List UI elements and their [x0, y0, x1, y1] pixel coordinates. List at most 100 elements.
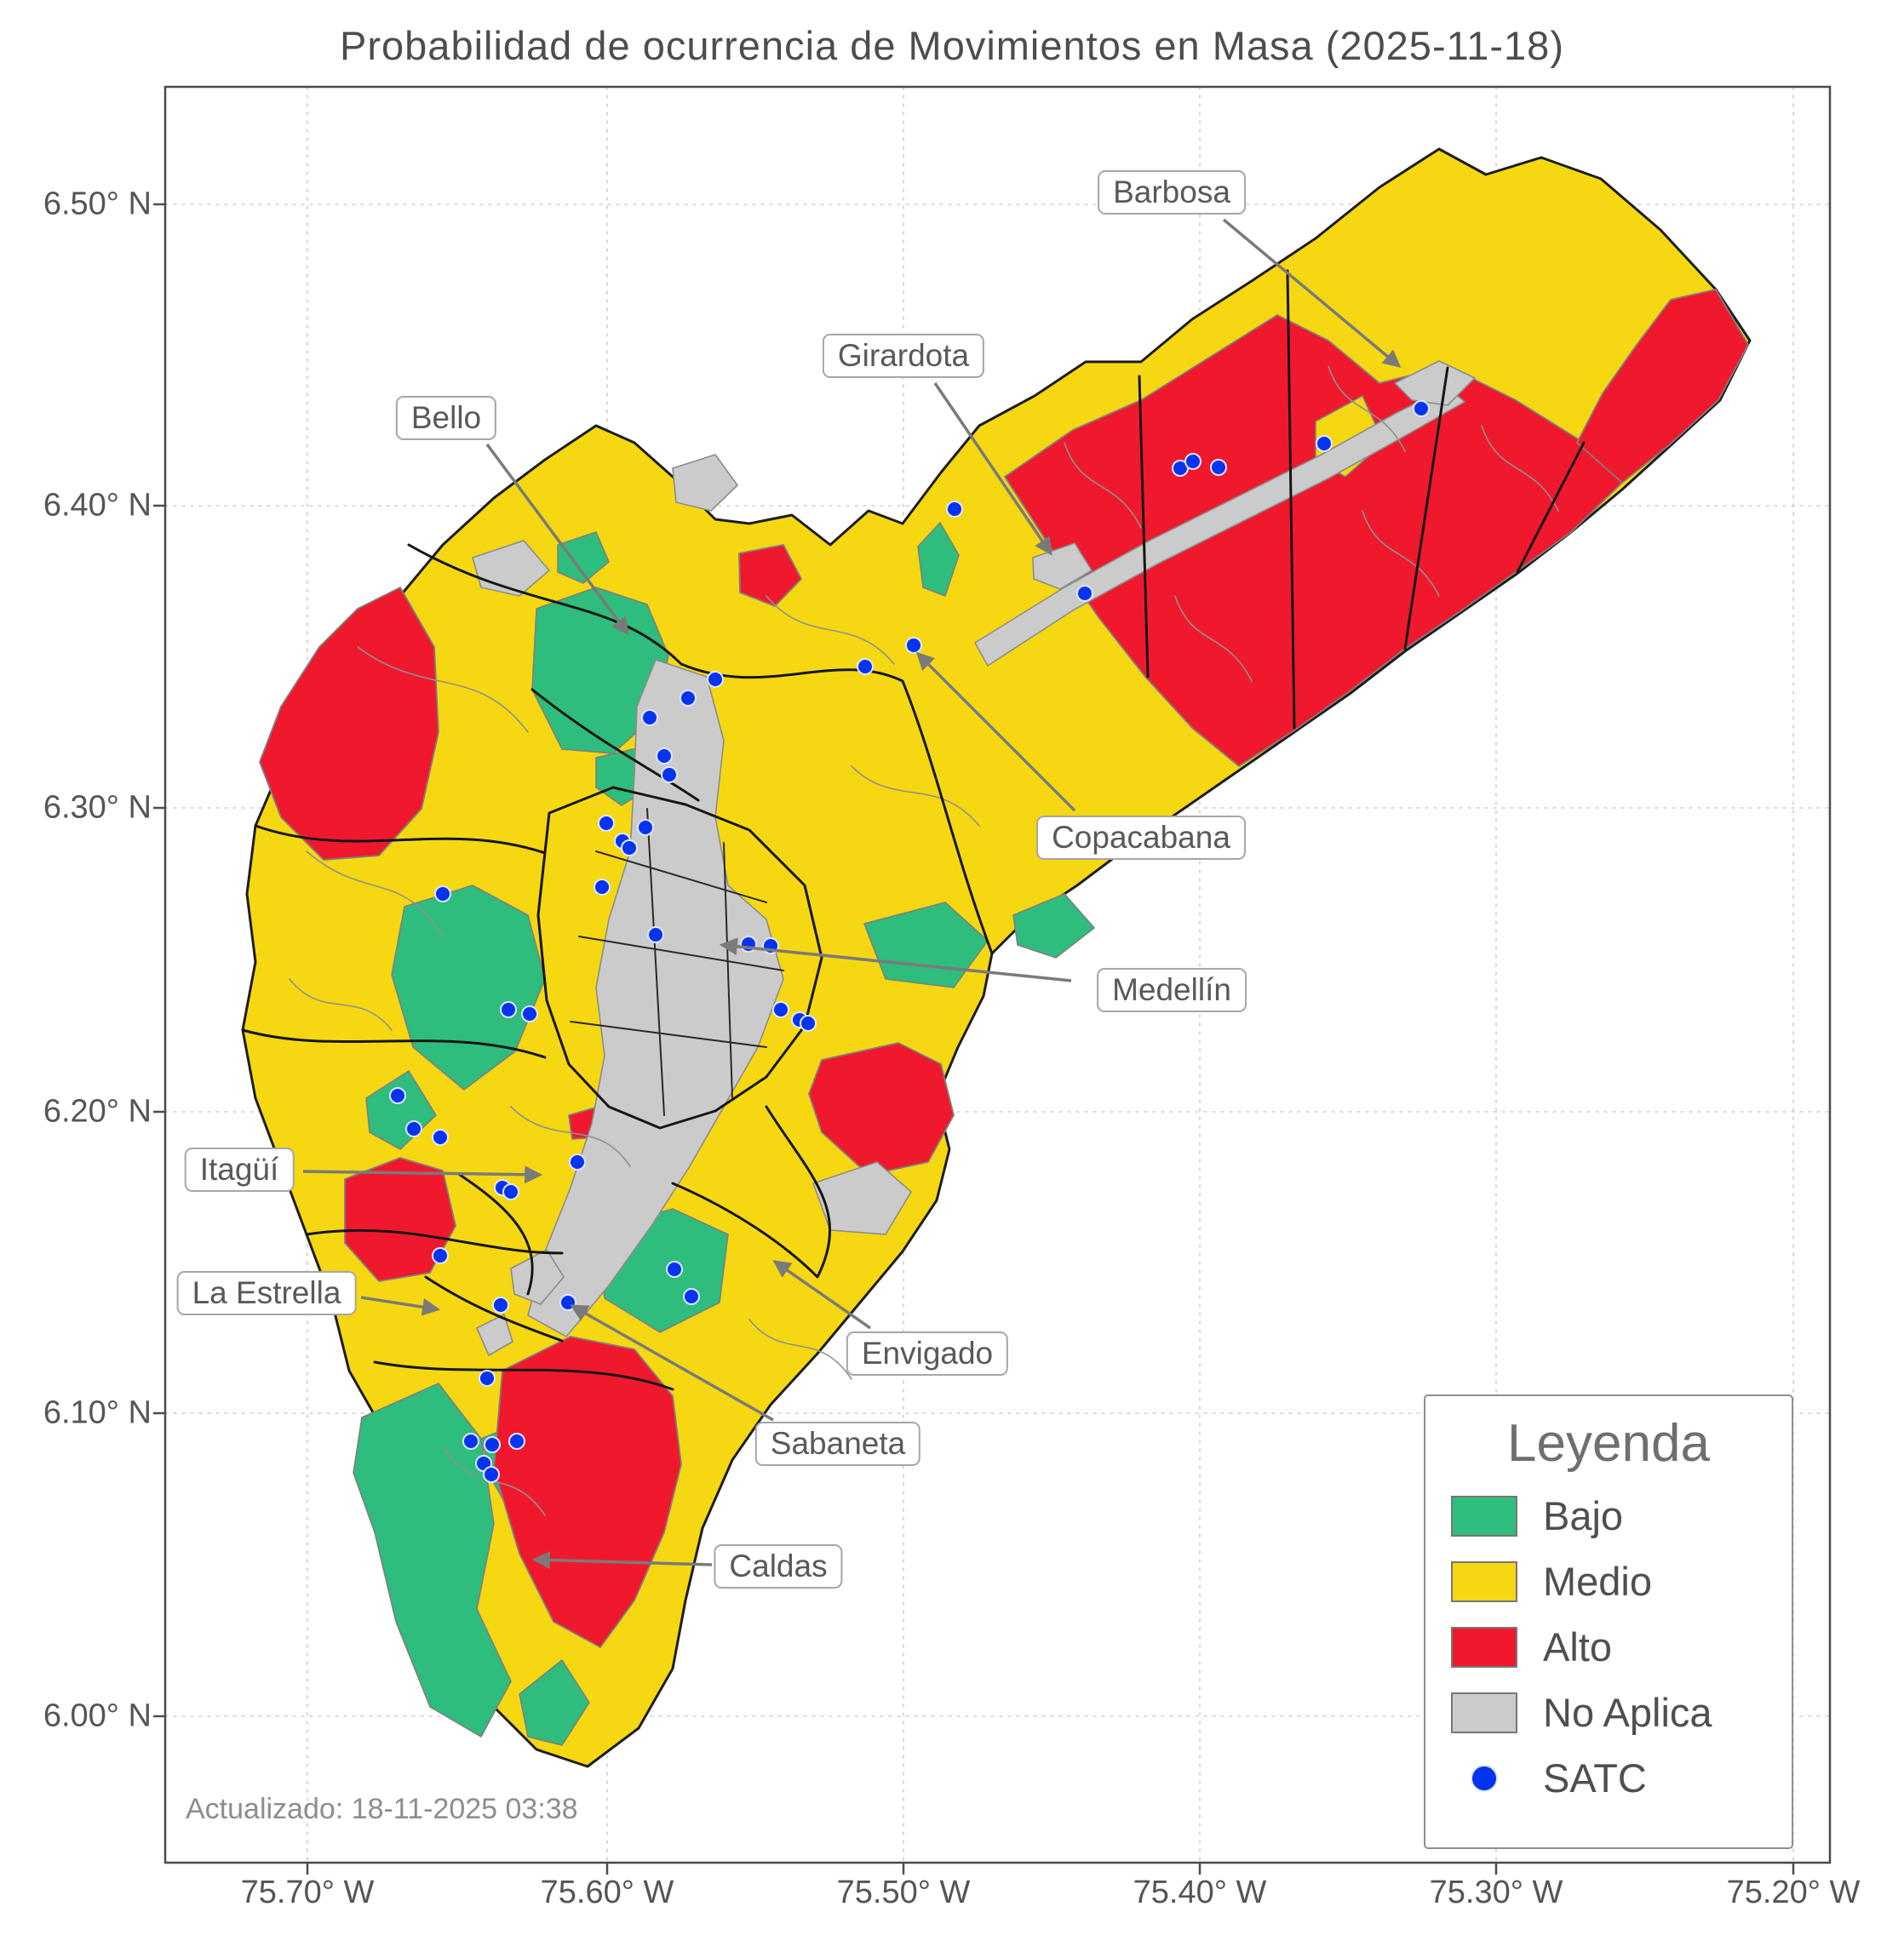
y-tick-label: 6.50° N: [43, 186, 152, 222]
legend-item: Medio: [1451, 1558, 1766, 1605]
region-no-aplica: [476, 1314, 513, 1356]
satc-dot: [432, 1129, 449, 1146]
annotation-arrow: [531, 1551, 713, 1570]
satc-dot: [1316, 435, 1333, 452]
updated-timestamp: Actualizado: 18-11-2025 03:38: [186, 1793, 578, 1825]
satc-dot: [946, 501, 963, 518]
satc-dot: [1076, 585, 1093, 602]
x-tick-label: 75.20° W: [1726, 1875, 1861, 1910]
annotation-label-itagüí: Itagüí: [184, 1148, 295, 1192]
annotation-label-envigado: Envigado: [846, 1331, 1009, 1376]
satc-dot: [683, 1288, 700, 1305]
region-alto: [1004, 314, 1623, 767]
satc-dot: [508, 1433, 525, 1450]
annotation-label-caldas: Caldas: [714, 1544, 843, 1589]
satc-dot: [389, 1087, 406, 1104]
satc-dot: [857, 658, 874, 675]
page-title: Probabilidad de ocurrencia de Movimiento…: [340, 23, 1564, 68]
satc-dot: [1413, 400, 1430, 417]
y-tick-label: 6.10° N: [43, 1394, 152, 1431]
satc-dot: [641, 709, 658, 726]
satc-dot: [680, 690, 697, 707]
annotation-arrow-layer: [302, 218, 1402, 1570]
satc-dot: [502, 1183, 519, 1200]
choropleth-map: [241, 147, 1752, 1768]
annotation-arrow: [570, 1304, 774, 1422]
annotation-arrow: [1222, 218, 1402, 369]
legend-color-swatch: [1451, 1692, 1517, 1733]
satc-dot: [707, 671, 724, 688]
satc-dot: [772, 1001, 789, 1018]
legend-color-swatch: [1451, 1495, 1517, 1537]
region-bajo: [353, 1383, 512, 1738]
region-bajo: [917, 522, 960, 597]
annotation-arrow: [719, 937, 1072, 982]
municipal-boundaries: [241, 269, 1586, 1391]
region-alto: [1576, 289, 1749, 484]
legend-item: Alto: [1451, 1623, 1766, 1670]
satc-dot: [656, 747, 673, 764]
satc-dot-layer: [389, 400, 1430, 1483]
satc-dot: [598, 815, 615, 832]
satc-dot: [479, 1370, 496, 1387]
y-tick-label: 6.00° N: [43, 1698, 152, 1734]
satc-dot: [647, 926, 664, 943]
legend-item: No Aplica: [1451, 1689, 1766, 1736]
x-tick-label: 75.30° W: [1429, 1875, 1563, 1910]
satc-dot: [637, 819, 654, 836]
comuna-inner-boundaries: [570, 808, 784, 1116]
x-tick-label: 75.50° W: [836, 1875, 971, 1910]
annotation-arrow: [915, 651, 1076, 812]
satc-dot: [569, 1154, 586, 1171]
satc-dot: [800, 1015, 817, 1032]
region-no-aplica-river: [974, 386, 1465, 667]
axis-tick-marks: [153, 203, 1795, 1875]
satc-dot: [432, 1247, 449, 1264]
satc-dot: [500, 1001, 517, 1018]
annotation-label-bello: Bello: [395, 396, 497, 440]
satc-dot: [1210, 459, 1227, 476]
satc-dot: [666, 1261, 683, 1278]
y-tick-label: 6.20° N: [43, 1093, 152, 1130]
annotation-label-girardota: Girardota: [822, 334, 985, 378]
region-no-aplica: [812, 1161, 912, 1235]
region-alto: [808, 1042, 955, 1176]
legend-item-label: Medio: [1543, 1559, 1653, 1604]
satc-dot: [521, 1005, 538, 1022]
legend-item-label: Bajo: [1543, 1493, 1624, 1538]
legend-title: Leyenda: [1507, 1414, 1710, 1473]
annotation-arrow: [302, 1165, 543, 1184]
annotation-label-barbosa: Barbosa: [1098, 170, 1246, 215]
legend-item-label: Alto: [1543, 1624, 1612, 1669]
annotation-label-medellín: Medellín: [1097, 968, 1247, 1012]
legend-color-swatch: [1451, 1626, 1517, 1668]
y-tick-label: 6.30° N: [43, 789, 152, 826]
satc-dot: [484, 1436, 501, 1453]
satc-dot: [483, 1466, 500, 1483]
region-alto: [259, 587, 439, 861]
region-bajo: [391, 885, 546, 1091]
legend-item: SATC: [1451, 1755, 1766, 1801]
x-tick-label: 75.40° W: [1133, 1875, 1267, 1910]
satc-dot: [492, 1297, 509, 1314]
satc-dot: [462, 1433, 479, 1450]
annotation-arrow: [485, 443, 629, 636]
region-alto: [493, 1336, 682, 1648]
legend: Leyenda Bajo Medio Alto No Aplica SATC: [1424, 1394, 1793, 1849]
satc-dot: [1184, 453, 1201, 470]
region-no-aplica: [672, 454, 738, 512]
legend-item-label: No Aplica: [1543, 1690, 1712, 1735]
y-tick-label: 6.40° N: [43, 487, 152, 524]
legend-item: Bajo: [1451, 1492, 1766, 1539]
comuna-boundary-ring: [536, 786, 823, 1130]
region-bajo: [863, 902, 989, 988]
annotation-arrow: [772, 1260, 872, 1330]
satc-dot: [661, 766, 678, 783]
region-bajo: [1012, 893, 1095, 959]
annotation-label-copacabana: Copacabana: [1036, 816, 1246, 860]
satc-dot: [405, 1120, 422, 1137]
x-tick-label: 75.60° W: [540, 1875, 674, 1910]
annotation-label-la-estrella: La Estrella: [176, 1271, 357, 1315]
